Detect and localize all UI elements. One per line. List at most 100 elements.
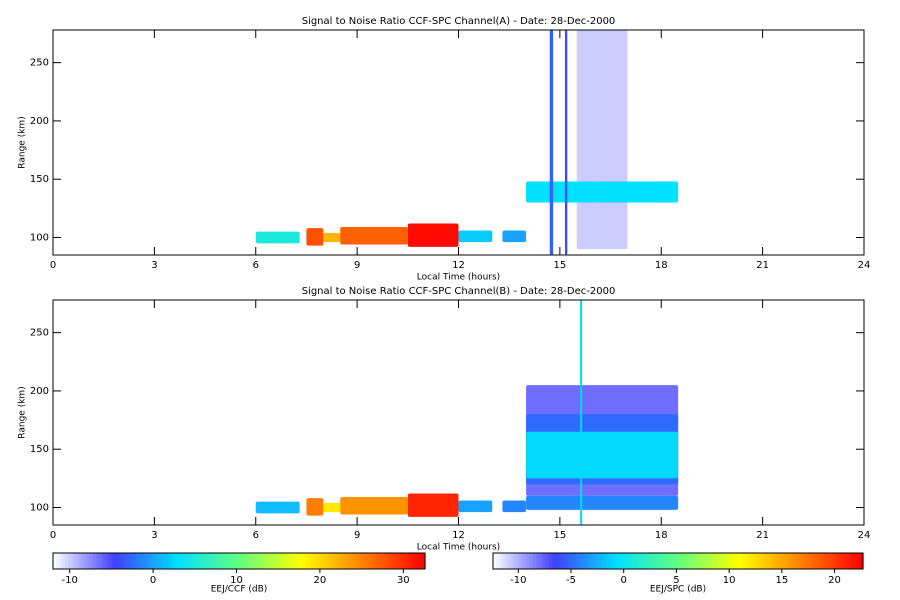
- colorbar-step: [319, 553, 324, 569]
- colorbar-step: [142, 553, 147, 569]
- colorbar-step: [235, 553, 240, 569]
- colorbar-step: [282, 553, 287, 569]
- colorbar-step: [533, 553, 537, 569]
- colorbar-step: [526, 553, 531, 569]
- colorbar-step: [406, 553, 411, 569]
- colorbar-frame: [52, 552, 426, 570]
- colorbar-step: [838, 553, 843, 569]
- colorbar-step: [108, 553, 113, 569]
- colorbar-step: [245, 553, 249, 569]
- x-tick-label: 0: [50, 260, 56, 271]
- heat-cell: [323, 502, 341, 513]
- colorbar-step: [118, 553, 122, 569]
- colorbar: -10 0 10 20 30 EEJ/CCF (dB): [52, 552, 426, 595]
- colorbar-step: [325, 553, 330, 569]
- colorbar-tick-label: -10: [510, 575, 526, 586]
- colorbar-step: [810, 553, 815, 569]
- colorbar-step: [214, 553, 218, 569]
- colorbar-step: [826, 553, 830, 569]
- colorbar-step: [684, 553, 688, 569]
- heat-cell: [306, 228, 324, 246]
- colorbar-step: [573, 553, 577, 569]
- colorbar-step: [304, 553, 308, 569]
- colorbar-step: [257, 553, 262, 569]
- heat-cell: [526, 495, 679, 510]
- colorbar-step: [819, 553, 824, 569]
- colorbar-step: [634, 553, 639, 569]
- colorbar-step: [804, 553, 809, 569]
- colorbar-step: [530, 553, 534, 569]
- colorbar-step: [387, 553, 392, 569]
- colorbar-step: [353, 553, 358, 569]
- x-tick-label: 24: [858, 530, 871, 541]
- colorbar-step: [785, 553, 790, 569]
- colorbar-step: [158, 553, 163, 569]
- heat-cell: [526, 181, 679, 203]
- colorbar-step: [285, 553, 290, 569]
- colorbar-step: [721, 553, 725, 569]
- colorbar-step: [502, 553, 506, 569]
- colorbar-tick-label: 30: [397, 575, 410, 586]
- colorbar-step: [421, 553, 426, 569]
- colorbar-tick-label: 10: [723, 575, 736, 586]
- heat-cell: [255, 231, 300, 244]
- colorbar-step: [251, 553, 256, 569]
- x-tick-label: 3: [151, 530, 157, 541]
- colorbar-step: [767, 553, 772, 569]
- colorbar-tick-label: -10: [62, 575, 78, 586]
- colorbar-step: [591, 553, 596, 569]
- colorbar-step: [369, 553, 373, 569]
- colorbar-step: [412, 553, 417, 569]
- x-tick-label: 21: [756, 530, 769, 541]
- y-axis-label: Range (km): [18, 116, 28, 168]
- colorbar-step: [554, 553, 559, 569]
- x-axis-label: Local Time (hours): [417, 543, 500, 553]
- colorbar-tick-label: 10: [230, 575, 243, 586]
- colorbar-step: [708, 553, 713, 569]
- colorbar-step: [853, 553, 858, 569]
- colorbar-step: [678, 553, 682, 569]
- x-tick-label: 0: [50, 530, 56, 541]
- colorbar-step: [770, 553, 775, 569]
- colorbar-step: [341, 553, 345, 569]
- colorbar-step: [567, 553, 571, 569]
- colorbar-step: [313, 553, 318, 569]
- colorbar-tick-label: 5: [673, 575, 679, 586]
- colorbar-step: [690, 553, 695, 569]
- colorbar-step: [779, 553, 784, 569]
- x-tick-label: 18: [655, 260, 668, 271]
- colorbar-step: [223, 553, 228, 569]
- colorbar-step: [99, 553, 104, 569]
- heat-cell: [502, 230, 527, 243]
- colorbar-step: [409, 553, 414, 569]
- heat-cell: [306, 498, 324, 516]
- colorbar-step: [359, 553, 364, 569]
- colorbar-step: [841, 553, 846, 569]
- colorbar-step: [356, 553, 361, 569]
- colorbar-step: [816, 553, 821, 569]
- y-tick-label: 150: [30, 174, 49, 185]
- colorbar-step: [801, 553, 806, 569]
- heat-cell: [323, 232, 341, 243]
- colorbar-step: [496, 553, 500, 569]
- colorbar-step: [201, 553, 206, 569]
- colorbar-step: [644, 553, 648, 569]
- colorbar-step: [133, 553, 138, 569]
- colorbar-step: [674, 553, 679, 569]
- colorbar-step: [332, 553, 336, 569]
- colorbar-step: [835, 553, 839, 569]
- colorbar-step: [665, 553, 670, 569]
- colorbar-label: EEJ/CCF (dB): [211, 585, 268, 595]
- colorbar-step: [545, 553, 550, 569]
- colorbar-step: [585, 553, 590, 569]
- colorbar-step: [164, 553, 169, 569]
- colorbar-step: [350, 553, 355, 569]
- colorbar-step: [752, 553, 756, 569]
- colorbar-step: [242, 553, 246, 569]
- colorbar-step: [514, 553, 519, 569]
- colorbar-step: [724, 553, 728, 569]
- colorbar-step: [576, 553, 580, 569]
- colorbar-step: [322, 553, 327, 569]
- colorbar-step: [539, 553, 543, 569]
- panel-title: Signal to Noise Ratio CCF-SPC Channel(B)…: [302, 286, 616, 297]
